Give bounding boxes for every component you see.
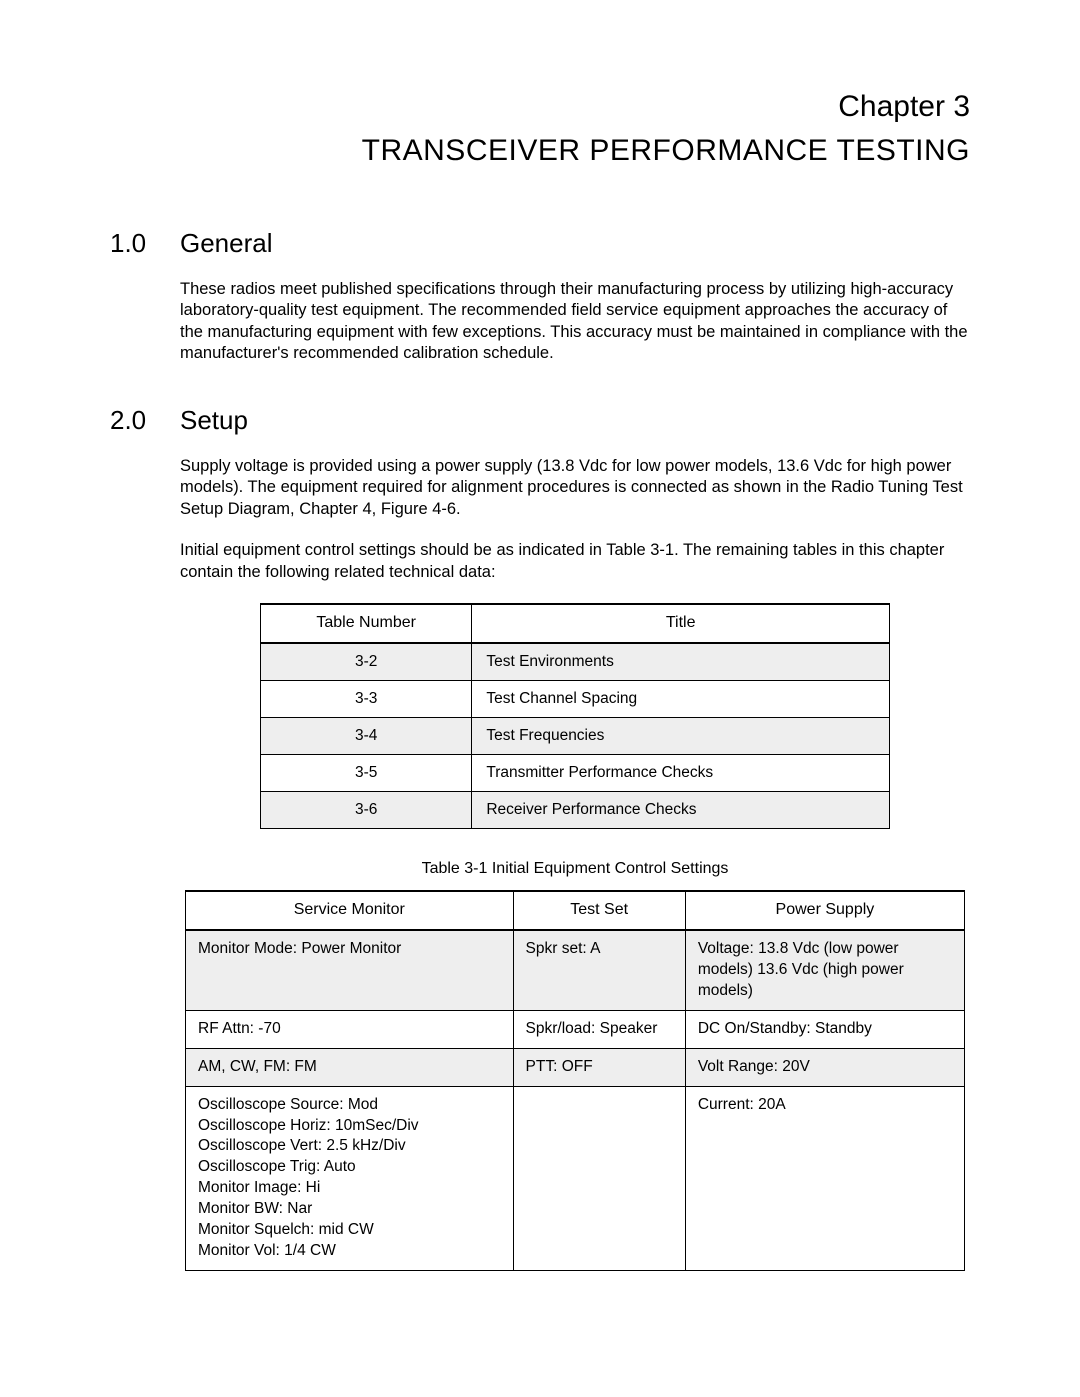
table-cell: Transmitter Performance Checks xyxy=(472,755,890,792)
table-row: 3-3Test Channel Spacing xyxy=(261,680,890,717)
table-row: RF Attn: -70 Spkr/load: Speaker DC On/Stan… xyxy=(186,1010,965,1048)
table-row: AM, CW, FM: FM PTT: OFF Volt Range: 20V xyxy=(186,1048,965,1086)
table-cell: 3-4 xyxy=(261,718,472,755)
index-table: Table Number Title 3-2Test Environments3… xyxy=(260,603,890,830)
section-number: 2.0 xyxy=(110,405,180,436)
table-cell: Current: 20A xyxy=(685,1086,964,1270)
chapter-label: Chapter 3 xyxy=(110,90,970,124)
section-title: Setup xyxy=(180,405,248,436)
table-cell: 3-3 xyxy=(261,680,472,717)
cell-line: Oscilloscope Horiz: 10mSec/Div xyxy=(198,1116,501,1137)
table-cell: 3-6 xyxy=(261,792,472,829)
table-row: 3-2Test Environments xyxy=(261,643,890,681)
table-cell: RF Attn: -70 xyxy=(186,1010,514,1048)
table-cell: Spkr set: A xyxy=(513,930,685,1010)
table-header: Title xyxy=(472,604,890,643)
cell-line: Monitor Image: Hi xyxy=(198,1178,501,1199)
cell-line: Current: 20A xyxy=(698,1095,952,1116)
cell-line: Monitor Mode: Power Monitor xyxy=(198,939,501,960)
table-row: 3-4Test Frequencies xyxy=(261,718,890,755)
cell-line: Voltage: 13.8 Vdc (low power models) 13.… xyxy=(698,939,952,1002)
table-row: 3-5Transmitter Performance Checks xyxy=(261,755,890,792)
chapter-title: TRANSCEIVER PERFORMANCE TESTING xyxy=(110,134,970,168)
table-header: Table Number xyxy=(261,604,472,643)
section-heading: 1.0 General xyxy=(110,228,970,259)
table-cell: Test Frequencies xyxy=(472,718,890,755)
cell-line: Monitor Vol: 1/4 CW xyxy=(198,1241,501,1262)
table-header: Service Monitor xyxy=(186,891,514,930)
cell-line: Spkr set: A xyxy=(526,939,673,960)
settings-table: Service Monitor Test Set Power Supply Mo… xyxy=(185,890,965,1271)
cell-line: Oscilloscope Vert: 2.5 kHz/Div xyxy=(198,1136,501,1157)
table-cell: Test Channel Spacing xyxy=(472,680,890,717)
table-cell: AM, CW, FM: FM xyxy=(186,1048,514,1086)
section-body: Supply voltage is provided using a power… xyxy=(110,456,970,1271)
cell-line: AM, CW, FM: FM xyxy=(198,1057,501,1078)
table-row: Monitor Mode: Power Monitor Spkr set: A Vo… xyxy=(186,930,965,1010)
table-cell: 3-2 xyxy=(261,643,472,681)
cell-line: DC On/Standby: Standby xyxy=(698,1019,952,1040)
table-cell xyxy=(513,1086,685,1270)
table-cell: 3-5 xyxy=(261,755,472,792)
paragraph: Supply voltage is provided using a power… xyxy=(180,456,970,520)
table-cell: Monitor Mode: Power Monitor xyxy=(186,930,514,1010)
section-title: General xyxy=(180,228,273,259)
table-header: Power Supply xyxy=(685,891,964,930)
paragraph: These radios meet published specificatio… xyxy=(180,279,970,365)
table-cell: Spkr/load: Speaker xyxy=(513,1010,685,1048)
table-cell: Volt Range: 20V xyxy=(685,1048,964,1086)
cell-line: Monitor Squelch: mid CW xyxy=(198,1220,501,1241)
table-cell: Test Environments xyxy=(472,643,890,681)
table-header: Test Set xyxy=(513,891,685,930)
table-cell: DC On/Standby: Standby xyxy=(685,1010,964,1048)
table-cell: Oscilloscope Source: ModOscilloscope Hor… xyxy=(186,1086,514,1270)
cell-line: Monitor BW: Nar xyxy=(198,1199,501,1220)
table-cell: PTT: OFF xyxy=(513,1048,685,1086)
table-cell: Voltage: 13.8 Vdc (low power models) 13.… xyxy=(685,930,964,1010)
paragraph: Initial equipment control settings shoul… xyxy=(180,540,970,583)
cell-line: Oscilloscope Source: Mod xyxy=(198,1095,501,1116)
section-general: 1.0 General These radios meet published … xyxy=(110,228,970,365)
section-setup: 2.0 Setup Supply voltage is provided usi… xyxy=(110,405,970,1271)
cell-line: Oscilloscope Trig: Auto xyxy=(198,1157,501,1178)
section-body: These radios meet published specificatio… xyxy=(110,279,970,365)
section-heading: 2.0 Setup xyxy=(110,405,970,436)
cell-line: Volt Range: 20V xyxy=(698,1057,952,1078)
table-row: Oscilloscope Source: ModOscilloscope Hor… xyxy=(186,1086,965,1270)
cell-line: PTT: OFF xyxy=(526,1057,673,1078)
page: Chapter 3 TRANSCEIVER PERFORMANCE TESTIN… xyxy=(0,0,1080,1397)
cell-line: Spkr/load: Speaker xyxy=(526,1019,673,1040)
table-row: 3-6Receiver Performance Checks xyxy=(261,792,890,829)
cell-line: RF Attn: -70 xyxy=(198,1019,501,1040)
table-caption: Table 3-1 Initial Equipment Control Sett… xyxy=(180,859,970,880)
section-number: 1.0 xyxy=(110,228,180,259)
table-cell: Receiver Performance Checks xyxy=(472,792,890,829)
